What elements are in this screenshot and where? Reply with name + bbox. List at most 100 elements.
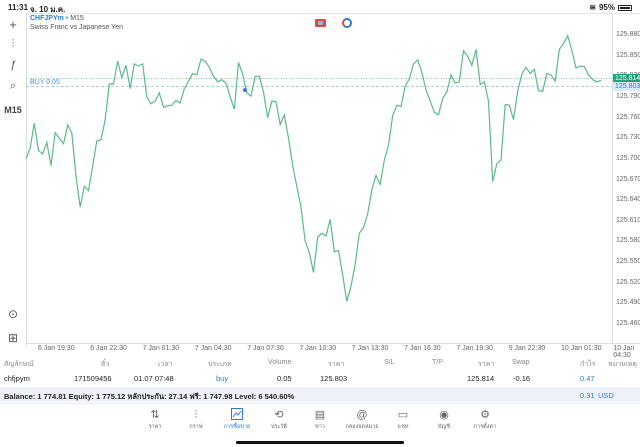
x-tick-label: 7 Jan 19:30 [456, 345, 493, 352]
y-tick-label: 125.760 [616, 113, 640, 121]
history-icon: ⟲ [274, 409, 284, 421]
nav-chat[interactable]: ▭ แชท [383, 408, 423, 431]
position-swap: -0.16 [513, 374, 531, 383]
nav-mailbox-label: กล่องจดหมาย [345, 424, 379, 430]
header-swap: Swap [512, 359, 530, 366]
header-open-price: ราคา [328, 361, 345, 368]
x-tick-label: 6 Jan 22:30 [90, 345, 127, 352]
one-click-trading-icon[interactable] [315, 19, 326, 27]
position-profit: 0.47 [580, 374, 595, 383]
header-type: ประเภท [208, 361, 232, 368]
battery-icon [618, 4, 632, 11]
nav-settings-label: การตั้งค่า [473, 424, 497, 430]
crosshair-icon[interactable]: + [9, 17, 17, 32]
header-profit: กำไร [580, 361, 596, 368]
x-tick-label: 10 Jan 04:30 [613, 345, 635, 359]
x-tick-label: 7 Jan 01:30 [142, 345, 180, 352]
header-ticket: ตั๋ว [101, 361, 110, 368]
y-tick-label: 125.880 [616, 31, 640, 38]
nav-chart-label: กราฟ [189, 424, 203, 430]
news-icon: ▤ [314, 409, 326, 421]
x-tick-label: 9 Jan 22:30 [508, 345, 546, 352]
y-tick-label: 125.550 [616, 258, 640, 266]
settings-icon: ⚙ [480, 409, 490, 421]
date: จ. 10 ม.ค. [30, 5, 66, 14]
y-tick-label: 125.730 [616, 134, 640, 142]
x-tick-label: 7 Jan 16:30 [404, 345, 441, 352]
position-volume: 0.05 [277, 374, 292, 383]
header-price: ราคา [478, 361, 495, 368]
positions-table-header: สัญลักษณ์ ตั๋ว เวลา ประเภท Volume ราคา S… [0, 355, 640, 369]
nav-history[interactable]: ⟲ ประวัติ [259, 408, 299, 431]
price-chart[interactable] [0, 0, 640, 360]
nav-news-label: ข่าว [315, 424, 325, 430]
timeframe-button[interactable]: M15 [4, 105, 22, 115]
status-bar: 11:31 จ. 10 ม.ค. ≋ 95% [0, 0, 640, 14]
nav-chart[interactable]: ⫶ กราฟ [176, 408, 216, 431]
account-icon: ◉ [439, 409, 449, 421]
symbol-header: CHFJPYm • M15 Swiss Franc vs Japanese Ye… [30, 15, 123, 31]
y-tick-label: 125.670 [616, 175, 640, 183]
battery-percent: 95% [598, 3, 615, 12]
y-tick-label: 125.790 [616, 92, 640, 100]
nav-trade[interactable]: การซื้อขาย [217, 408, 257, 431]
add-order-icon[interactable]: ⊞ [7, 331, 19, 345]
y-tick-label: 125.850 [616, 51, 640, 59]
nav-history-label: ประวัติ [270, 424, 288, 430]
trade-zoom-icon[interactable]: ⊙ [7, 307, 19, 321]
nav-quotes-label: ราคา [148, 424, 162, 430]
nav-trade-label: การซื้อขาย [223, 424, 251, 430]
status-right: ≋ 95% [589, 3, 632, 12]
header-time: เวลา [158, 361, 173, 368]
y-tick-label: 125.520 [616, 278, 640, 286]
signal-indicator-icon[interactable] [342, 18, 352, 28]
chat-icon: ▭ [397, 409, 409, 421]
x-tick-label: 10 Jan 01:30 [561, 345, 602, 352]
quotes-icon: ⇅ [150, 409, 160, 421]
header-tp: T/P [432, 359, 443, 366]
nav-account-label: บัญชี [438, 424, 450, 430]
balance-summary: Balance: 1 774.81 Equity: 1 775.12 หลักป… [4, 392, 295, 401]
home-indicator[interactable] [236, 441, 404, 444]
header-symbol: สัญลักษณ์ [4, 361, 34, 368]
position-type: buy [216, 374, 229, 383]
x-tick-label: 6 Jan 19:30 [38, 345, 75, 352]
nav-quotes[interactable]: ⇅ ราคา [135, 408, 175, 431]
objects-icon[interactable]: ⌕ [9, 80, 17, 92]
position-time: 01.07 07:48 [134, 374, 174, 383]
position-current-price: 125.814 [467, 374, 495, 383]
mailbox-icon: @ [356, 409, 368, 421]
y-tick-label: 125.490 [616, 299, 640, 307]
position-symbol: chfjpym [4, 374, 30, 383]
chart-timeframe: M15 [70, 15, 84, 22]
x-tick-label: 7 Jan 13:30 [351, 345, 389, 352]
y-tick-label: 125.640 [616, 196, 640, 204]
function-icon[interactable]: ƒ [9, 59, 17, 71]
x-tick-label: 7 Jan 04:30 [194, 345, 232, 352]
symbol-name[interactable]: CHFJPYm [30, 15, 64, 22]
clock: 11:31 [8, 3, 29, 12]
symbol-separator: • [65, 15, 69, 22]
wifi-icon: ≋ [589, 3, 596, 12]
nav-mailbox[interactable]: @ กล่องจดหมาย [342, 408, 382, 431]
symbol-description: Swiss Franc vs Japanese Yen [30, 24, 123, 31]
buy-position-label[interactable]: BUY 0.05 [30, 79, 60, 86]
chart-icon: ⫶ [194, 409, 198, 421]
balance-bar: Balance: 1 774.81 Equity: 1 775.12 หลักป… [0, 387, 640, 402]
y-tick-label: 125.580 [616, 237, 640, 245]
nav-news[interactable]: ▤ ข่าว [300, 408, 340, 431]
chart-type-icon[interactable]: ⫶ [11, 38, 15, 50]
indicator-icons [315, 18, 352, 28]
nav-settings[interactable]: ⚙ การตั้งค่า [465, 408, 505, 431]
position-ticket: 171509456 [74, 374, 112, 383]
entry-marker [243, 88, 247, 92]
left-toolbar: + ⫶ ƒ ⌕ M15 ⊙ ⊞ [0, 13, 26, 346]
x-tick-label: 7 Jan 10:30 [299, 345, 337, 352]
nav-account[interactable]: ◉ บัญชี [424, 408, 464, 431]
position-row[interactable]: chfjpym 171509456 01.07 07:48 buy 0.05 1… [0, 370, 640, 384]
y-tick-label: 125.610 [616, 216, 640, 224]
header-comment: หมายเหตุ [608, 361, 637, 368]
nav-chat-label: แชท [397, 424, 409, 430]
price-line [25, 34, 602, 302]
position-open-price: 125.803 [320, 374, 348, 383]
